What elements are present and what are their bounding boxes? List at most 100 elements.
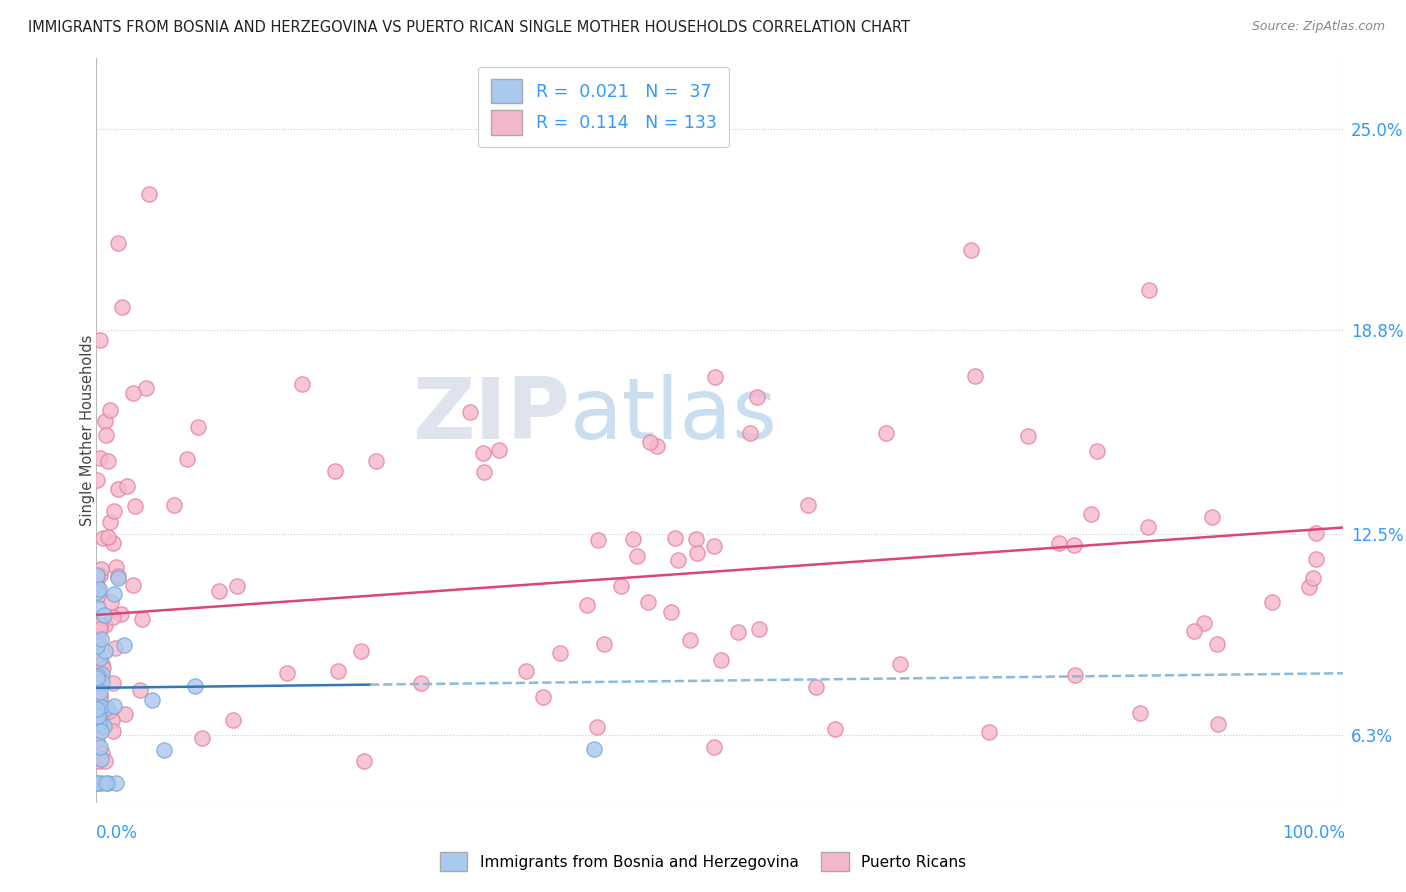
Point: [664, 531, 686, 545]
Point: [678, 633, 700, 648]
Point: [86, 578, 108, 592]
Point: [122, 386, 145, 401]
Point: [89, 568, 111, 582]
Point: [323, 464, 346, 478]
Text: IMMIGRANTS FROM BOSNIA AND HERZEGOVINA VS PUERTO RICAN SINGLE MOTHER HOUSEHOLDS : IMMIGRANTS FROM BOSNIA AND HERZEGOVINA V…: [28, 20, 910, 35]
Text: 0.0%: 0.0%: [96, 824, 138, 842]
Point: [208, 584, 231, 599]
Point: [960, 244, 983, 258]
Point: [86, 669, 108, 683]
Point: [1137, 283, 1160, 297]
Point: [115, 479, 138, 493]
Point: [638, 435, 661, 450]
Point: [86, 473, 108, 487]
Point: [90, 723, 112, 738]
Point: [588, 533, 610, 548]
Point: [100, 516, 122, 530]
Point: [101, 676, 124, 690]
Point: [686, 546, 709, 560]
Point: [91, 657, 114, 671]
Point: [103, 609, 125, 624]
Point: [90, 712, 112, 726]
Point: [637, 594, 659, 608]
Point: [86, 776, 108, 790]
Point: [100, 713, 122, 727]
Point: [740, 425, 762, 440]
Point: [90, 675, 112, 690]
Point: [291, 376, 314, 391]
Point: [86, 585, 108, 599]
Point: [685, 532, 707, 546]
Point: [515, 664, 537, 678]
Point: [222, 714, 245, 728]
Point: [90, 700, 112, 714]
Point: [1206, 717, 1229, 731]
Point: [86, 569, 108, 583]
Point: [1063, 668, 1085, 682]
Point: [176, 452, 198, 467]
Point: [94, 617, 117, 632]
Point: [107, 571, 129, 585]
Point: [86, 702, 108, 716]
Text: ZIP: ZIP: [412, 374, 569, 457]
Point: [187, 419, 209, 434]
Point: [86, 578, 108, 592]
Point: [104, 776, 127, 790]
Point: [1205, 637, 1227, 651]
Point: [110, 607, 132, 621]
Point: [548, 647, 571, 661]
Point: [93, 607, 115, 622]
Point: [1080, 507, 1102, 521]
Point: [100, 595, 122, 609]
Point: [89, 716, 111, 731]
Point: [131, 611, 153, 625]
Point: [93, 414, 115, 428]
Point: [364, 454, 387, 468]
Point: [135, 381, 157, 395]
Point: [90, 561, 112, 575]
Point: [96, 428, 118, 442]
Point: [190, 731, 212, 746]
Point: [105, 559, 128, 574]
Point: [86, 678, 108, 692]
Legend: R =  0.021   N =  37, R =  0.114   N = 133: R = 0.021 N = 37, R = 0.114 N = 133: [478, 67, 728, 147]
Point: [592, 637, 614, 651]
Point: [104, 640, 127, 655]
Point: [1194, 616, 1216, 631]
Point: [87, 708, 110, 723]
Point: [1302, 571, 1324, 585]
Point: [98, 704, 121, 718]
Point: [97, 530, 120, 544]
Point: [727, 625, 749, 640]
Point: [488, 443, 510, 458]
Point: [91, 531, 114, 545]
Point: [86, 644, 108, 658]
Point: [107, 569, 129, 583]
Point: [797, 499, 820, 513]
Point: [91, 666, 114, 681]
Point: [184, 679, 207, 693]
Point: [162, 498, 184, 512]
Point: [645, 439, 668, 453]
Point: [98, 403, 121, 417]
Point: [1298, 580, 1320, 594]
Point: [703, 740, 725, 755]
Point: [621, 532, 644, 546]
Point: [575, 598, 598, 612]
Y-axis label: Single Mother Households: Single Mother Households: [80, 334, 94, 526]
Point: [979, 724, 1001, 739]
Point: [824, 722, 846, 736]
Point: [965, 369, 987, 384]
Point: [94, 776, 117, 790]
Point: [124, 499, 146, 513]
Point: [89, 651, 111, 665]
Point: [138, 186, 160, 201]
Point: [89, 708, 111, 723]
Text: 100.0%: 100.0%: [1282, 824, 1346, 842]
Point: [101, 723, 124, 738]
Point: [350, 644, 373, 658]
Point: [107, 483, 129, 497]
Point: [276, 665, 298, 680]
Point: [90, 674, 112, 689]
Point: [89, 622, 111, 636]
